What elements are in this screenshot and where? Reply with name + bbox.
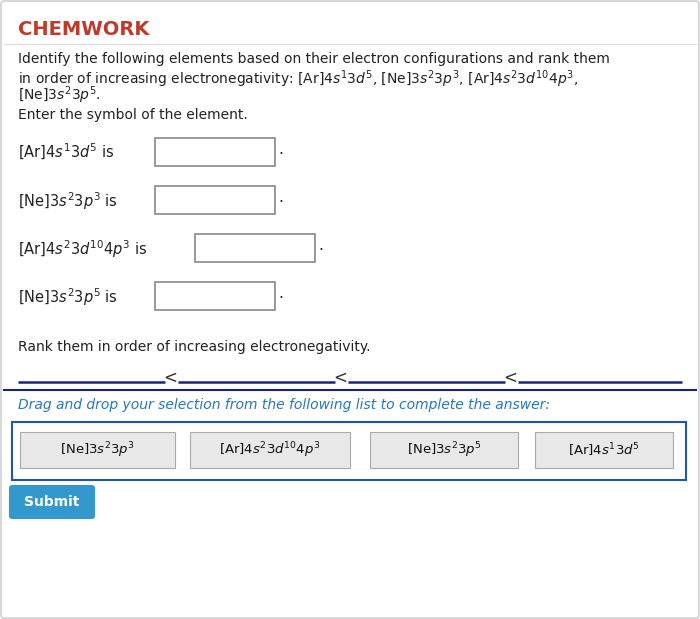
Text: .: . [278,142,283,157]
Bar [535,432,673,468]
Text: Rank them in order of increasing electronegativity.: Rank them in order of increasing electro… [18,340,370,354]
FancyBboxPatch shape [9,485,95,519]
Text: <: < [163,369,177,387]
Text: .: . [278,286,283,301]
Text: $[\mathrm{Ne}]3s^23p^5$.: $[\mathrm{Ne}]3s^23p^5$. [18,84,101,106]
Text: $[\mathrm{Ne}]3s^23p^3$: $[\mathrm{Ne}]3s^23p^3$ [60,440,135,460]
Text: <: < [503,369,517,387]
Text: <: < [333,369,347,387]
Text: CHEMWORK: CHEMWORK [18,20,149,39]
Text: .: . [318,238,323,253]
Bar [155,186,275,214]
Text: $[\mathrm{Ar}]4s^13d^5$ is: $[\mathrm{Ar}]4s^13d^5$ is [18,142,115,162]
Text: .: . [278,190,283,205]
Text: $[\mathrm{Ar}]4s^13d^5$: $[\mathrm{Ar}]4s^13d^5$ [568,441,640,459]
Text: Drag and drop your selection from the following list to complete the answer:: Drag and drop your selection from the fo… [18,398,550,412]
Bar [20,432,175,468]
Text: $[\mathrm{Ar}]4s^23d^{10}4p^3$: $[\mathrm{Ar}]4s^23d^{10}4p^3$ [219,440,321,460]
Text: in order of increasing electronegativity: $[\mathrm{Ar}]4s^13d^5$, $[\mathrm{Ne}: in order of increasing electronegativity… [18,68,578,90]
Text: Identify the following elements based on their electron configurations and rank : Identify the following elements based on… [18,52,610,66]
Bar [370,432,518,468]
Text: Submit: Submit [25,495,80,509]
Text: $[\mathrm{Ar}]4s^23d^{10}4p^3$ is: $[\mathrm{Ar}]4s^23d^{10}4p^3$ is [18,238,147,260]
Bar [190,432,350,468]
Bar [155,138,275,166]
Text: $[\mathrm{Ne}]3s^23p^3$ is: $[\mathrm{Ne}]3s^23p^3$ is [18,190,118,212]
Bar [195,234,315,262]
Bar [12,422,686,480]
Text: $[\mathrm{Ne}]3s^23p^5$ is: $[\mathrm{Ne}]3s^23p^5$ is [18,286,118,308]
Text: $[\mathrm{Ne}]3s^23p^5$: $[\mathrm{Ne}]3s^23p^5$ [407,440,482,460]
Bar [155,282,275,310]
Text: Enter the symbol of the element.: Enter the symbol of the element. [18,108,248,122]
